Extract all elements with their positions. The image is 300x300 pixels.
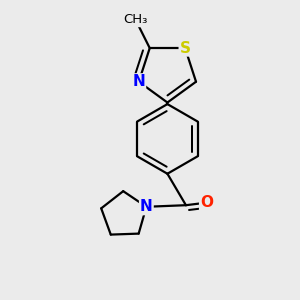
Text: N: N: [140, 199, 153, 214]
Text: S: S: [180, 40, 190, 56]
Text: CH₃: CH₃: [123, 13, 148, 26]
Text: O: O: [200, 195, 213, 210]
Text: N: N: [132, 74, 145, 89]
